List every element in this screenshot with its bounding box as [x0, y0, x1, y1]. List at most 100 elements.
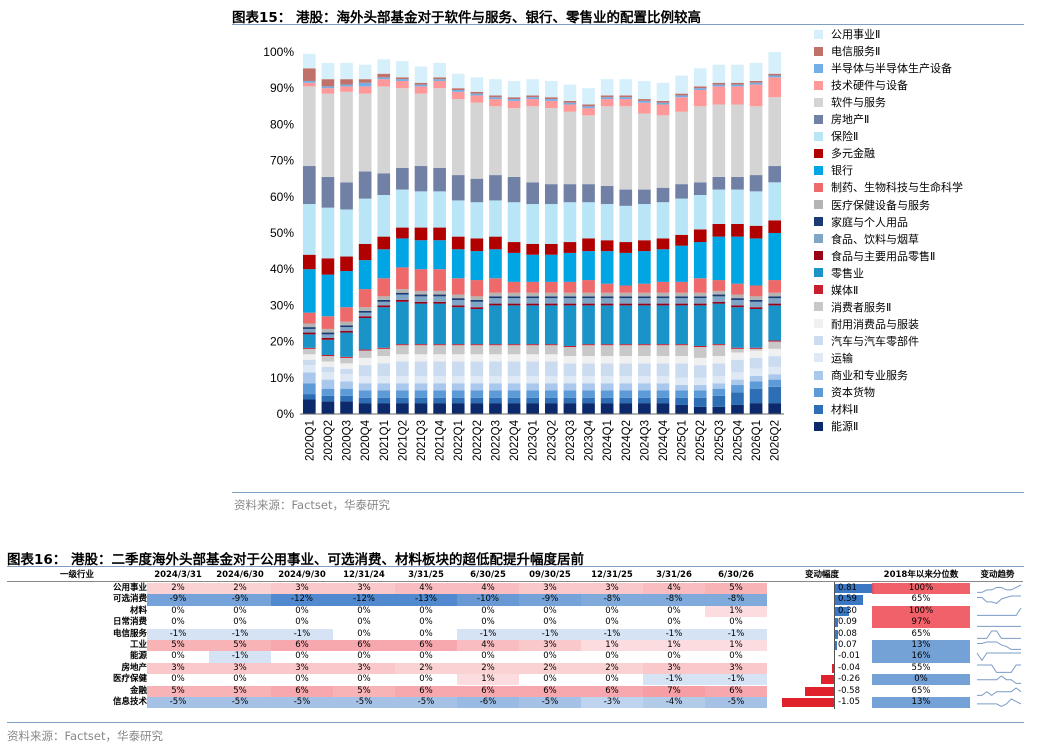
bar-segment: [544, 383, 558, 391]
bar-segment: [414, 240, 428, 270]
change-value: 0.08: [838, 628, 857, 639]
value-cell: 3%: [519, 582, 581, 595]
bar-segment: [377, 307, 391, 348]
bar-segment: [544, 204, 558, 244]
bar-segment: [712, 383, 726, 389]
industry-label: 公用事业: [112, 582, 147, 593]
bar-segment: [507, 344, 521, 346]
bar-segment: [768, 73, 782, 76]
bar-segment: [433, 361, 446, 376]
bar-segment: [731, 64, 744, 83]
bar-segment: [433, 88, 446, 168]
value-cell: 3%: [333, 662, 395, 675]
trend-sparkline: [977, 595, 1021, 605]
value-cell: -9%: [209, 594, 271, 606]
bar-segment: [470, 102, 484, 179]
fig16-source: 资料来源：Factset，华泰研究: [7, 729, 164, 743]
bar-segment: [749, 368, 763, 376]
value-cell: 4%: [457, 639, 519, 652]
bar-segment: [414, 344, 428, 346]
bar-segment: [302, 334, 316, 348]
bar-segment: [302, 354, 316, 360]
bar-segment: [396, 88, 409, 168]
bar-segment: [358, 403, 372, 414]
bar-segment: [563, 298, 577, 304]
percentile-cell: 13%: [872, 639, 970, 652]
value-cell: 0%: [233, 674, 247, 685]
value-cell: 0%: [481, 617, 495, 628]
bar-segment: [396, 383, 409, 391]
value-cell: 0%: [357, 617, 371, 628]
bar-segment: [544, 292, 558, 297]
bar-segment: [433, 303, 446, 345]
bar-segment: [507, 292, 521, 297]
bar-segment: [321, 274, 335, 317]
value-cell: -10%: [457, 594, 519, 606]
bar-segment: [321, 334, 335, 338]
bar-segment: [656, 375, 670, 384]
table-row: 医疗保健 0% 0% 0% 0% 0% 1% 0% 0% -1% -1% -0.26 0%: [7, 674, 1023, 686]
bar-segment: [396, 238, 409, 268]
bar-segment: [414, 93, 428, 167]
bar-segment: [321, 361, 335, 367]
bar-segment: [489, 79, 502, 96]
x-tick-label: 2023Q3: [565, 420, 577, 461]
bar-segment: [302, 327, 316, 329]
bar-segment: [544, 99, 558, 101]
value-cell: 0%: [667, 651, 681, 662]
bar-segment: [321, 395, 335, 402]
bar-segment: [638, 240, 651, 252]
bar-segment: [712, 280, 726, 291]
bar-segment: [619, 292, 633, 297]
legend-label: 银行: [831, 164, 853, 178]
bar-segment: [544, 345, 558, 355]
bar-segment: [470, 390, 484, 398]
change-bar: [782, 697, 834, 708]
bar-segment: [489, 106, 502, 176]
bar-segment: [340, 363, 353, 369]
bar-segment: [526, 243, 540, 255]
bar-segment: [582, 363, 595, 376]
x-tick-label: 2020Q2: [323, 420, 335, 461]
trend-sparkline: [977, 686, 1022, 696]
bar-segment: [507, 390, 521, 398]
legend-swatch: [814, 29, 823, 39]
bar-segment: [563, 305, 577, 346]
bar-segment: [507, 403, 521, 414]
bar-segment: [470, 307, 484, 310]
value-cell: 0%: [419, 617, 433, 628]
bar-segment: [340, 356, 353, 358]
bar-segment: [600, 283, 614, 293]
bar-segment: [526, 390, 540, 398]
bar-segment: [600, 296, 614, 299]
value-cell: -12%: [333, 594, 395, 606]
value-cell: -8%: [581, 594, 643, 606]
bar-segment: [451, 73, 465, 89]
value-cell: 6%: [395, 639, 457, 652]
bar-segment: [358, 383, 372, 391]
bar-segment: [302, 347, 316, 349]
sparkline-path: [977, 595, 1021, 605]
bar-segment: [358, 171, 372, 199]
y-tick-label: 70%: [270, 154, 294, 168]
bar-segment: [507, 305, 521, 345]
legend-swatch: [814, 165, 823, 175]
table-header-cell: 2018年以来分位数: [883, 570, 959, 580]
bar-segment: [377, 397, 391, 404]
bar-segment: [321, 207, 335, 259]
value-cell: 6%: [333, 639, 395, 652]
legend-label: 零售业: [831, 266, 864, 280]
bar-segment: [693, 68, 707, 87]
legend-swatch: [814, 63, 823, 73]
fig16-title: 图表16： 港股：二季度海外头部基金对于公用事业、可选消费、材料板块的超低配提升…: [7, 552, 584, 568]
bar-segment: [712, 290, 726, 295]
bar-segment: [656, 345, 670, 357]
bar-segment: [693, 278, 707, 293]
x-tick-label: 2026Q2: [770, 420, 782, 461]
percentile-cell: 100%: [872, 605, 970, 618]
table-header-cell: 2024/6/30: [216, 570, 264, 580]
bar-segment: [340, 321, 353, 326]
bar-segment: [321, 328, 335, 333]
legend-item: 保险Ⅱ: [814, 128, 858, 144]
value-cell: 4%: [643, 582, 705, 595]
